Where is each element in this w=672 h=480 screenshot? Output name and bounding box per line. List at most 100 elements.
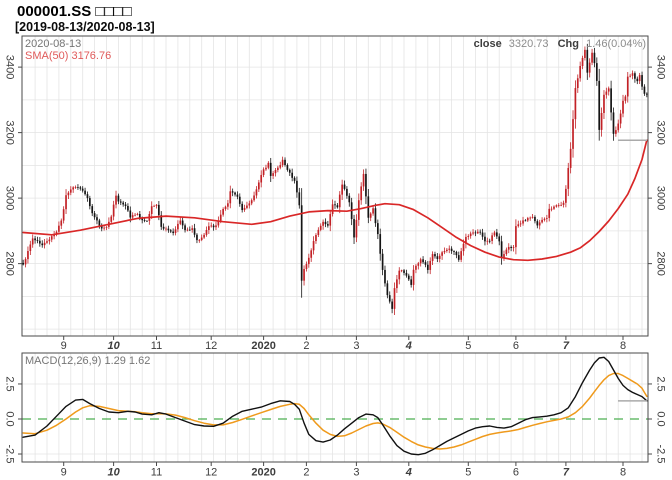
candle-body xyxy=(538,222,541,226)
candle-body xyxy=(84,190,86,195)
macd-layer xyxy=(22,356,648,456)
month-label: 7 xyxy=(563,340,570,352)
candle-body xyxy=(410,279,413,285)
candle-body xyxy=(465,236,467,244)
macd-legend: MACD(12,26,9) 1.29 1.62 xyxy=(25,355,150,367)
candle-body xyxy=(419,259,422,264)
candle-body xyxy=(481,232,484,237)
month-label: 10 xyxy=(107,467,120,479)
candle-body xyxy=(215,225,217,228)
sma-layer xyxy=(22,139,648,262)
candle-body xyxy=(177,223,179,230)
candle-body xyxy=(393,288,396,309)
candle-body xyxy=(212,225,215,228)
candle-body xyxy=(331,204,334,215)
candle-body xyxy=(643,86,646,94)
candle-body xyxy=(505,249,508,255)
candle-body xyxy=(474,232,477,234)
candle-body xyxy=(288,169,291,173)
candle-body xyxy=(619,113,622,124)
candle-body xyxy=(234,192,236,195)
candle-body xyxy=(386,283,389,296)
candle-body xyxy=(167,228,170,231)
candle-body xyxy=(241,203,244,211)
candle-body xyxy=(86,194,89,199)
candle-body xyxy=(462,243,465,252)
candle-body xyxy=(417,263,420,266)
candle-body xyxy=(77,187,79,188)
candle-body xyxy=(403,270,405,273)
candle-body xyxy=(438,255,441,259)
month-label: 5 xyxy=(465,340,471,352)
candle-body xyxy=(379,234,382,254)
month-label: 10 xyxy=(107,340,120,352)
candle-body xyxy=(443,251,446,253)
candle-body xyxy=(534,216,536,222)
candle-body xyxy=(605,91,608,95)
candle-body xyxy=(46,241,48,243)
y-axis-label-right: -2.5 xyxy=(654,445,666,464)
candle-body xyxy=(555,205,558,207)
candle-body xyxy=(229,191,232,204)
month-label: 9 xyxy=(61,467,67,479)
candle-body xyxy=(560,204,562,206)
candle-body xyxy=(424,262,427,265)
month-label: 8 xyxy=(620,467,626,479)
candle-body xyxy=(29,244,32,252)
candle-body xyxy=(172,231,174,234)
candle-body xyxy=(588,62,591,73)
candle-body xyxy=(338,194,341,208)
candle-body xyxy=(436,256,439,259)
candle-body xyxy=(341,184,343,195)
y-axis-label-left: 3400 xyxy=(3,55,15,79)
candle-body xyxy=(431,254,434,261)
candle-body xyxy=(572,119,574,149)
candle-body xyxy=(460,251,462,260)
candle-body xyxy=(327,224,329,226)
candle-body xyxy=(179,220,182,224)
candle-body xyxy=(184,225,186,231)
candle-body xyxy=(426,264,429,270)
candle-body xyxy=(174,229,177,234)
candle-body xyxy=(365,173,367,197)
candle-body xyxy=(43,242,46,246)
candle-body xyxy=(231,191,234,193)
close-value: 3320.73 xyxy=(509,38,549,50)
candle-body xyxy=(376,223,379,235)
month-label: 8 xyxy=(620,340,626,352)
month-label: 2 xyxy=(303,340,309,352)
candle-body xyxy=(272,173,274,176)
candle-body xyxy=(336,205,339,208)
macd-line xyxy=(22,356,648,456)
candle-body xyxy=(622,100,624,114)
candle-body xyxy=(400,270,403,272)
candle-body xyxy=(222,208,224,215)
candle-body xyxy=(69,189,72,193)
candle-body xyxy=(81,188,84,191)
candle-body xyxy=(238,196,241,204)
candle-body xyxy=(155,204,158,206)
candle-body xyxy=(324,221,327,225)
candle-body xyxy=(448,248,451,250)
candle-body xyxy=(115,195,117,205)
candle-body xyxy=(591,52,593,63)
candle-body xyxy=(557,205,560,206)
candle-body xyxy=(158,204,160,216)
candle-body xyxy=(593,52,596,64)
candle-body xyxy=(143,220,146,221)
candle-body xyxy=(72,187,75,190)
candle-body xyxy=(467,236,470,237)
candle-body xyxy=(129,210,132,218)
candle-body xyxy=(208,226,210,230)
candle-body xyxy=(512,247,515,249)
candle-body xyxy=(217,220,220,226)
y-axis-label-left: -2.5 xyxy=(3,445,15,464)
candle-body xyxy=(100,225,103,229)
candle-body xyxy=(138,214,141,218)
candle-body xyxy=(450,248,453,252)
candle-body xyxy=(434,254,436,257)
candle-body xyxy=(79,187,82,189)
candle-body xyxy=(607,88,610,92)
candle-body xyxy=(493,232,496,236)
y-axis-label-right: 2800 xyxy=(654,251,666,275)
